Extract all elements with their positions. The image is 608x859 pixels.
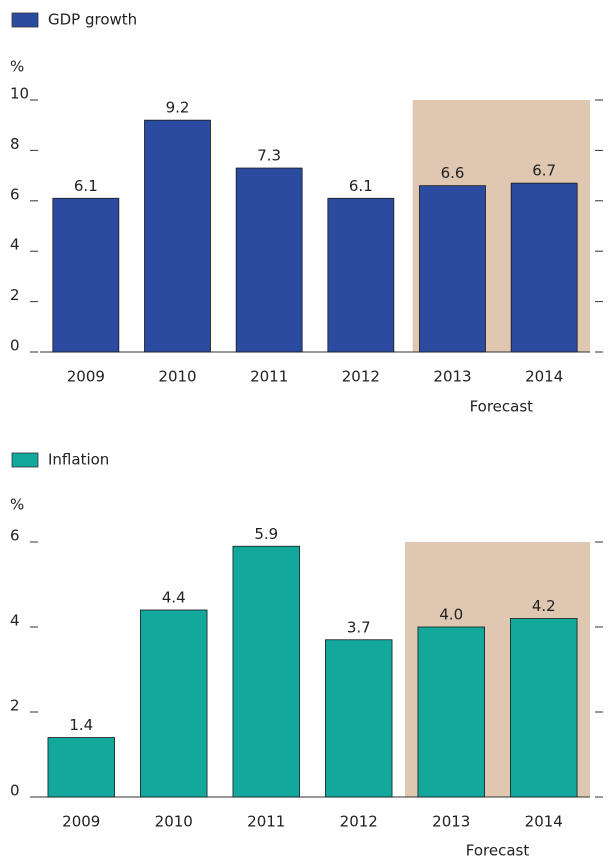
value-label: 9.2 bbox=[166, 99, 190, 117]
bar bbox=[140, 609, 208, 798]
y-tick-label: 0 bbox=[10, 337, 20, 355]
x-tick-label: 2012 bbox=[340, 813, 378, 831]
bar bbox=[144, 119, 211, 353]
bar bbox=[325, 639, 393, 798]
forecast-label: Forecast bbox=[466, 842, 530, 859]
bar bbox=[417, 626, 485, 798]
legend-label: GDP growth bbox=[48, 11, 137, 29]
legend-swatch bbox=[11, 12, 39, 28]
x-tick-label: 2014 bbox=[525, 813, 563, 831]
bar bbox=[235, 167, 303, 353]
value-label: 5.9 bbox=[254, 525, 278, 543]
bar bbox=[510, 182, 578, 353]
value-label: 6.7 bbox=[532, 162, 556, 180]
value-label: 3.7 bbox=[347, 618, 371, 636]
x-tick-label: 2014 bbox=[525, 368, 563, 386]
bar bbox=[419, 185, 486, 353]
x-tick-label: 2013 bbox=[433, 368, 471, 386]
legend-label: Inflation bbox=[48, 451, 109, 469]
x-tick-label: 2009 bbox=[62, 813, 100, 831]
bar bbox=[232, 545, 300, 798]
y-tick-label: 4 bbox=[10, 612, 20, 630]
value-label: 7.3 bbox=[257, 147, 281, 165]
value-label: 1.4 bbox=[69, 716, 93, 734]
bar bbox=[47, 737, 115, 798]
x-tick-label: 2013 bbox=[432, 813, 470, 831]
legend-swatch bbox=[11, 452, 39, 468]
x-tick-label: 2012 bbox=[342, 368, 380, 386]
y-tick-label: 4 bbox=[10, 236, 20, 254]
value-label: 4.4 bbox=[162, 589, 186, 607]
x-tick-label: 2009 bbox=[67, 368, 105, 386]
y-tick-label: 6 bbox=[10, 527, 20, 545]
y-tick-label: 0 bbox=[10, 782, 20, 800]
y-axis-label: % bbox=[10, 496, 24, 514]
x-tick-label: 2011 bbox=[250, 368, 288, 386]
forecast-label: Forecast bbox=[470, 398, 534, 416]
bar bbox=[510, 618, 578, 798]
value-label: 6.1 bbox=[349, 177, 373, 195]
y-axis-label: % bbox=[10, 58, 24, 76]
value-label: 4.0 bbox=[439, 606, 463, 624]
value-label: 4.2 bbox=[532, 597, 556, 615]
y-tick-label: 2 bbox=[10, 697, 20, 715]
y-tick-label: 2 bbox=[10, 286, 20, 304]
x-tick-label: 2010 bbox=[158, 368, 196, 386]
bar bbox=[327, 197, 395, 353]
y-tick-label: 8 bbox=[10, 135, 20, 153]
value-label: 6.1 bbox=[74, 177, 98, 195]
x-tick-label: 2011 bbox=[247, 813, 285, 831]
value-label: 6.6 bbox=[441, 164, 465, 182]
bar bbox=[52, 197, 120, 353]
y-tick-label: 6 bbox=[10, 185, 20, 203]
y-tick-label: 10 bbox=[10, 85, 29, 103]
x-tick-label: 2010 bbox=[155, 813, 193, 831]
